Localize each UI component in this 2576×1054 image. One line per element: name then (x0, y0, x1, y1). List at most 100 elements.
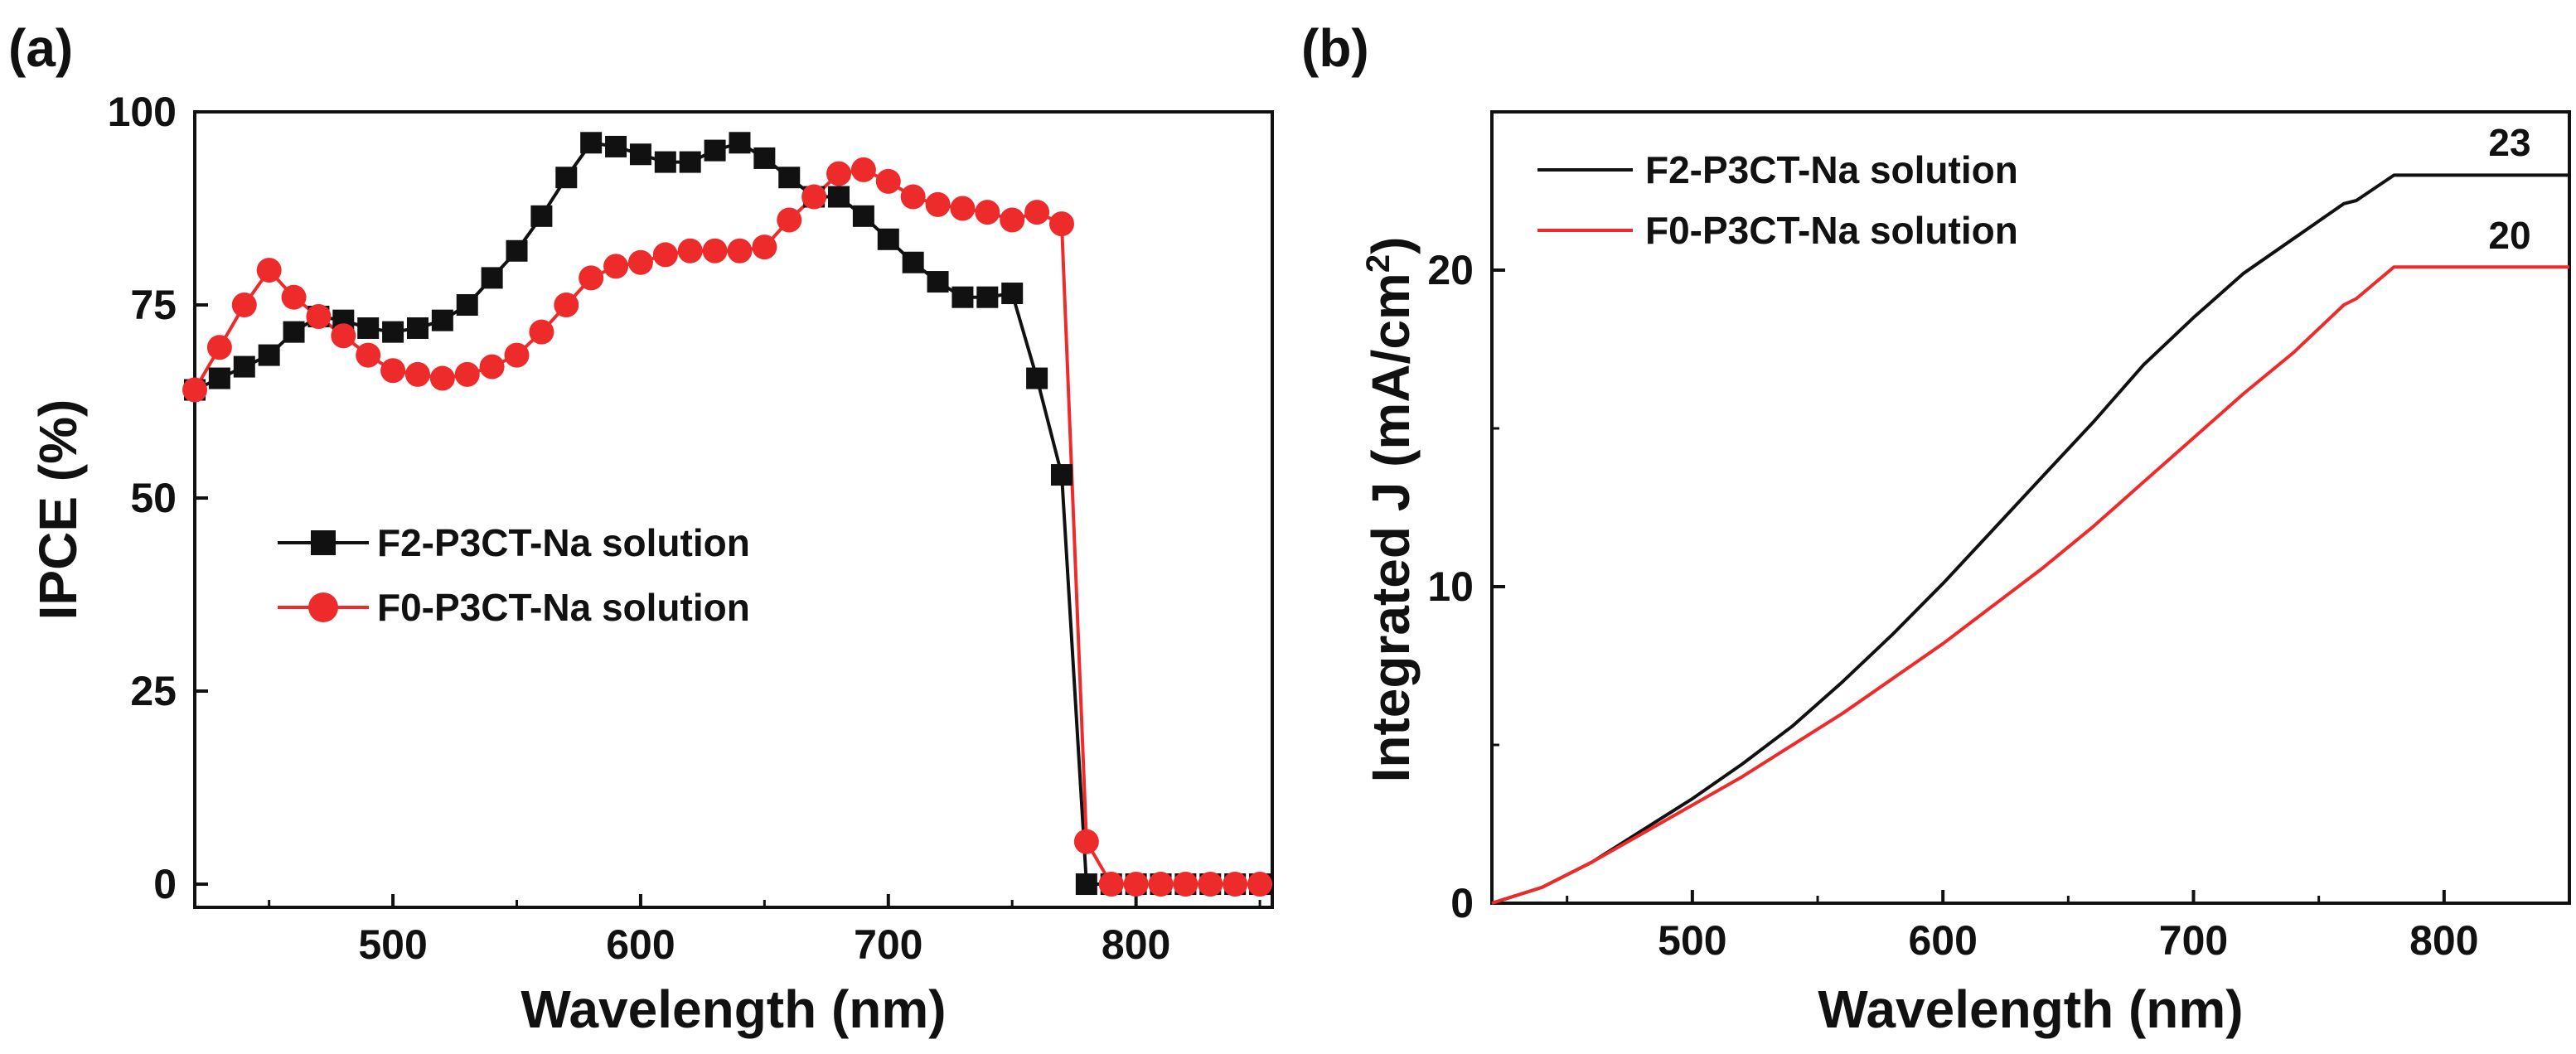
data-point-square (729, 132, 751, 154)
panel-b-xtick-label: 500 (1658, 917, 1726, 964)
panel-b-series (1491, 173, 2569, 905)
panel-a-xtick-label: 800 (1102, 921, 1170, 968)
panel-a-xtick-label: 600 (606, 921, 675, 968)
data-point-square (382, 321, 404, 343)
panel-b-ytick-label: 0 (1450, 880, 1474, 926)
panel-b-xtick-label: 700 (2159, 917, 2228, 964)
panel-b-ylabel: Integrated J (mA/cm2) (1360, 237, 1421, 783)
data-point-square (530, 205, 553, 227)
panel-a-ytick-label: 25 (130, 668, 177, 714)
panel-a-xlabel: Wavelength (nm) (521, 979, 946, 1039)
data-point-circle (1173, 872, 1198, 897)
data-point-circle (603, 254, 629, 279)
panel-b: (b) 500 600 700 800 0 10 20 F2-P3CT-Na solutio… (1301, 18, 2571, 1039)
data-point-square (1001, 283, 1024, 305)
panel-b-series-line-0 (1491, 173, 2569, 905)
data-point-square (679, 151, 701, 173)
data-point-square (580, 132, 603, 154)
data-point-square (605, 135, 627, 157)
data-point-circle (579, 265, 604, 291)
data-point-circle (1148, 872, 1174, 897)
annotation-23: 23 (2488, 121, 2530, 164)
data-point-circle (331, 323, 356, 349)
panel-b-xtick-label: 800 (2409, 917, 2478, 964)
data-point-circle (777, 207, 802, 233)
data-point-circle (380, 358, 406, 384)
data-point-circle (479, 354, 505, 380)
data-point-circle (1048, 211, 1074, 237)
panel-b-legend: F2-P3CT-Na solution F0-P3CT-Na solution (1537, 148, 2018, 252)
data-point-circle (529, 319, 554, 345)
panel-a-label: (a) (8, 18, 73, 78)
data-point-circle (504, 342, 530, 368)
data-point-square (828, 186, 850, 208)
panel-a-ytick-label: 0 (153, 861, 177, 907)
data-point-circle (306, 303, 332, 329)
data-point-square (481, 267, 503, 289)
data-point-circle (875, 168, 901, 194)
panel-a-ytick-label: 100 (108, 89, 177, 135)
panel-a-xtick-label: 700 (854, 921, 922, 968)
panel-a-xtick-label: 500 (358, 921, 427, 968)
panel-a-ytick-label: 50 (130, 475, 177, 521)
data-point-circle (752, 234, 777, 260)
data-point-square (456, 294, 478, 317)
data-point-circle (1098, 872, 1124, 897)
data-point-circle (404, 361, 430, 387)
data-point-square (976, 286, 999, 308)
data-point-square (431, 309, 453, 331)
legend-b-label-f0: F0-P3CT-Na solution (1645, 209, 2018, 252)
data-point-circle (256, 258, 282, 283)
panel-a-ylabel: IPCE (%) (28, 399, 88, 621)
data-point-square (852, 205, 874, 227)
panel-a-legend: F2-P3CT-Na solution F0-P3CT-Na solution (278, 521, 750, 629)
data-point-circle (1247, 872, 1273, 897)
data-point-square (704, 139, 726, 162)
data-point-circle (281, 284, 307, 310)
data-point-circle (554, 293, 579, 318)
data-point-circle (356, 342, 381, 368)
panel-b-xtick-label: 600 (1908, 917, 1977, 964)
data-point-circle (801, 184, 827, 210)
panel-b-ytick-label: 10 (1427, 563, 1474, 610)
data-point-square (406, 317, 429, 339)
data-point-circle (182, 377, 207, 403)
data-point-circle (627, 249, 653, 275)
legend-a-marker-f2 (311, 530, 336, 555)
panel-a-series-line-0 (194, 141, 1261, 886)
data-point-square (283, 321, 305, 343)
data-point-circle (677, 238, 703, 264)
data-point-square (778, 167, 801, 189)
panel-b-plot-frame (1490, 110, 2571, 905)
data-point-circle (429, 365, 455, 391)
data-point-square (902, 251, 924, 273)
data-point-square (927, 271, 949, 293)
legend-b-label-f2: F2-P3CT-Na solution (1645, 148, 2018, 191)
panel-b-label: (b) (1301, 18, 1369, 78)
data-point-circle (1073, 829, 1099, 854)
data-point-square (629, 143, 651, 166)
data-point-square (208, 367, 230, 389)
data-point-square (753, 147, 776, 169)
data-point-circle (925, 191, 951, 217)
data-point-circle (702, 238, 728, 264)
data-point-square (357, 317, 380, 339)
data-point-circle (826, 161, 852, 186)
data-point-circle (950, 196, 976, 221)
data-point-square (555, 167, 578, 189)
data-point-square (951, 286, 974, 308)
panel-a-series (182, 132, 1273, 897)
panel-a: (a) 500 600 700 800 0 25 50 75 100 F2-P3CT-Na so… (8, 18, 1274, 1039)
data-point-circle (1123, 872, 1149, 897)
legend-a-label-f2: F2-P3CT-Na solution (377, 521, 750, 564)
data-point-square (506, 239, 528, 262)
data-point-circle (1198, 872, 1223, 897)
data-point-square (1050, 464, 1073, 486)
data-point-square (258, 344, 280, 366)
data-point-circle (652, 242, 678, 268)
annotation-20: 20 (2488, 214, 2530, 257)
data-point-circle (727, 238, 753, 264)
panel-b-series-line-1 (1491, 265, 2569, 905)
panel-b-ticks: 500 600 700 800 0 10 20 (1427, 110, 2571, 964)
